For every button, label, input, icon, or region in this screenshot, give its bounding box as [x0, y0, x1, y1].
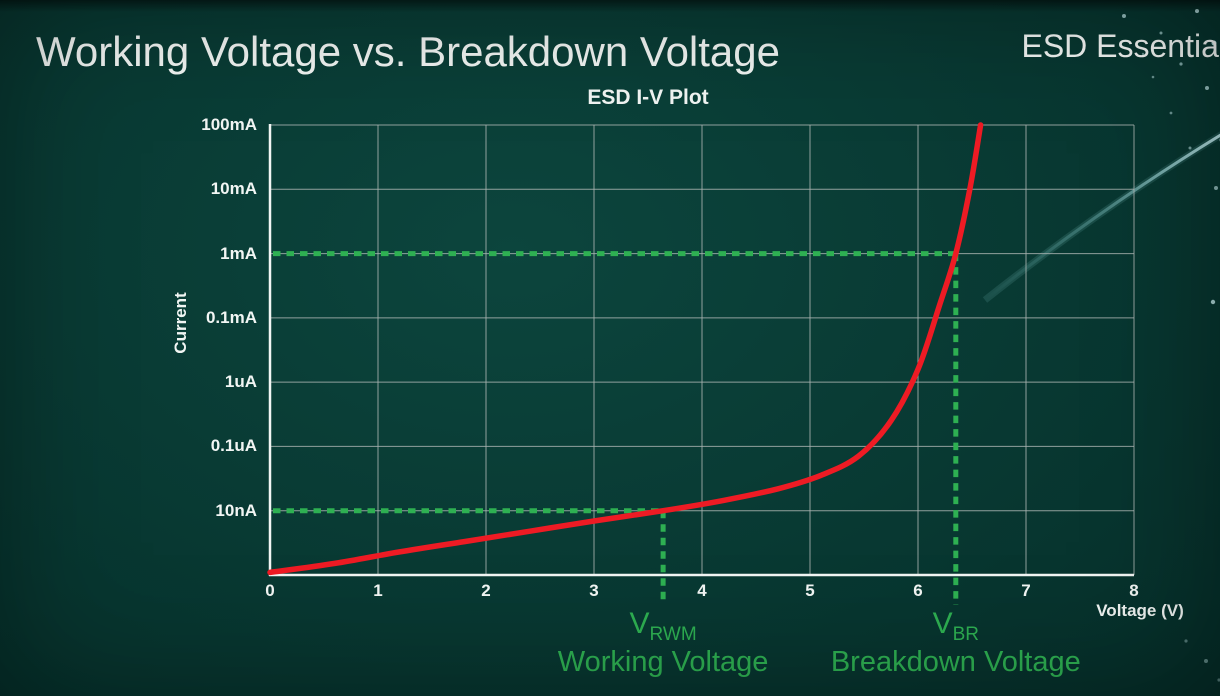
y-axis-label: Current [171, 292, 190, 354]
annotation-symbol: VBR [932, 607, 979, 645]
slide-title: Working Voltage vs. Breakdown Voltage [36, 28, 781, 75]
plot-layer [267, 122, 1135, 605]
x-axis-label: Voltage (V) [1096, 601, 1184, 620]
annotation-symbol: VRWM [629, 607, 697, 645]
annotation-label: Breakdown Voltage [830, 646, 1081, 679]
iv-curve [267, 122, 984, 576]
annotation-label: Working Voltage [557, 646, 769, 679]
decorative-dots [1122, 9, 1220, 682]
brand-text: ESD Essential [1021, 28, 1220, 64]
chart-title: ESD I-V Plot [587, 86, 709, 109]
annotation-working-voltage: VRWM Working Voltage [558, 607, 769, 679]
decorative-swoosh [982, 131, 1220, 303]
annotation-breakdown-voltage: VBR Breakdown Voltage [831, 607, 1081, 679]
